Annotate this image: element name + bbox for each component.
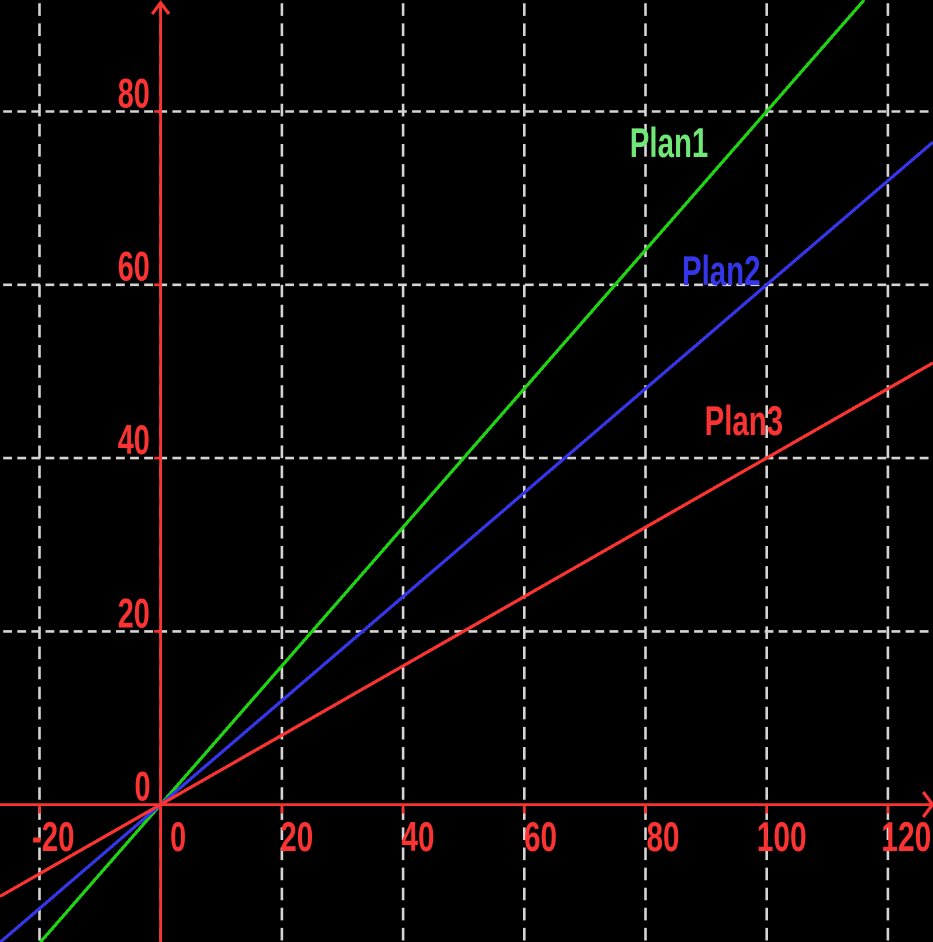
svg-text:20: 20 [118, 589, 150, 636]
svg-text:20: 20 [280, 813, 313, 860]
svg-text:-20: -20 [32, 813, 75, 860]
svg-text:0: 0 [170, 813, 186, 860]
svg-text:Plan1: Plan1 [630, 119, 709, 166]
svg-text:60: 60 [118, 243, 150, 290]
svg-text:120: 120 [881, 813, 931, 860]
svg-text:40: 40 [118, 416, 150, 463]
svg-text:Plan2: Plan2 [682, 247, 761, 294]
svg-text:0: 0 [135, 762, 151, 809]
svg-text:60: 60 [524, 813, 557, 860]
svg-text:80: 80 [647, 813, 680, 860]
svg-text:100: 100 [757, 813, 807, 860]
svg-text:Plan3: Plan3 [705, 397, 784, 444]
svg-text:40: 40 [402, 813, 435, 860]
svg-text:80: 80 [118, 69, 150, 116]
